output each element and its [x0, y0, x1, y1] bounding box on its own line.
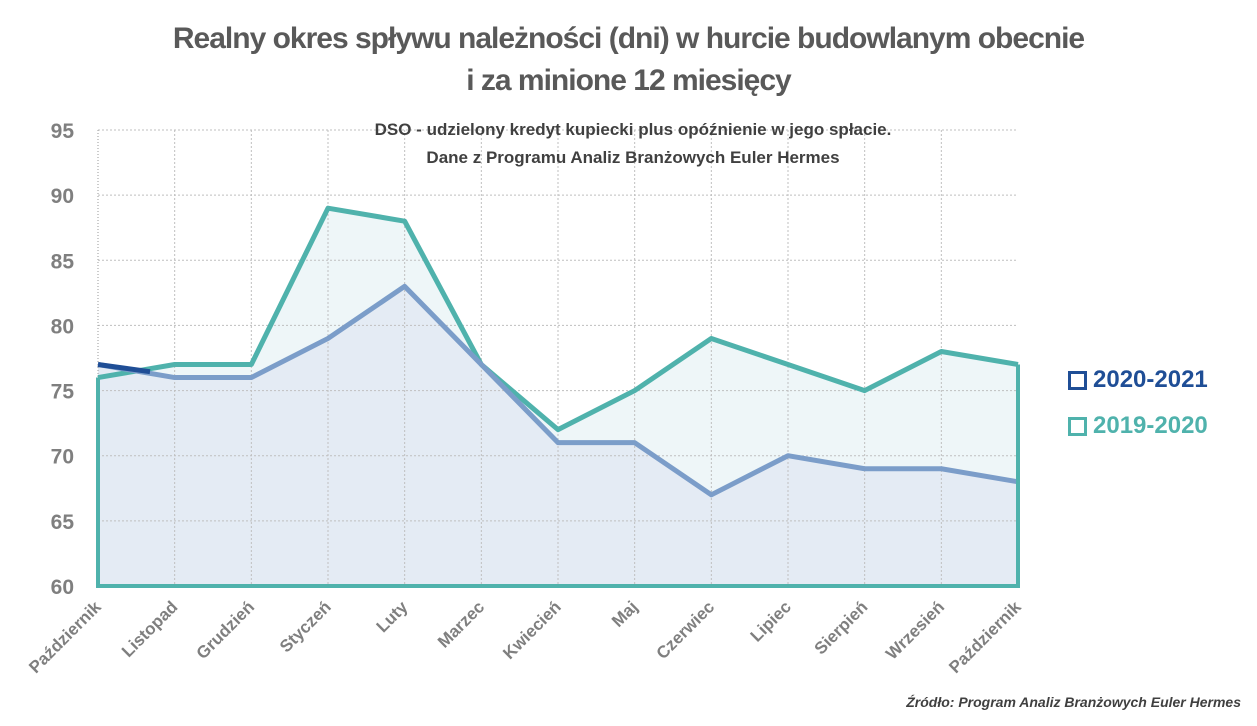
source-note: Źródło: Program Analiz Branżowych Euler …	[906, 694, 1241, 710]
chart-subtitle-line-2: Dane z Programu Analiz Branżowych Euler …	[426, 148, 840, 167]
legend-swatch-2019-2020	[1068, 416, 1087, 436]
y-tick-label-85: 85	[51, 250, 75, 273]
x-tick-label-2: Grudzień	[193, 597, 259, 663]
y-tick-label-95: 95	[51, 120, 75, 143]
area-frame-2019-2020	[96, 364, 1020, 588]
x-tick-label-0: Październik	[25, 597, 105, 677]
x-tick-label-5: Marzec	[434, 597, 488, 651]
x-tick-label-12: Październik	[945, 597, 1025, 677]
x-tick-label-1: Listopad	[118, 597, 182, 661]
x-tick-label-11: Wrzesień	[882, 597, 948, 663]
chart-title-line-2: i za minione 12 miesięcy	[466, 64, 792, 97]
x-tick-label-4: Luty	[373, 597, 412, 636]
y-tick-label-80: 80	[51, 315, 74, 338]
chart-title-line-1: Realny okres spływu należności (dni) w h…	[172, 22, 1085, 55]
legend-label-2019-2020: 2019-2020	[1093, 412, 1208, 439]
y-tick-label-90: 90	[51, 185, 74, 208]
y-tick-label-65: 65	[51, 511, 75, 534]
y-tick-label-75: 75	[51, 381, 75, 404]
y-tick-label-70: 70	[51, 446, 74, 469]
series-start-2020-2021	[97, 362, 151, 375]
legend-swatch-2020-2021	[1068, 370, 1087, 390]
series-line-2019-2020	[97, 205, 1019, 433]
legend-item-2019-2020: 2019-2020	[1068, 412, 1208, 440]
legend-item-2020-2021: 2020-2021	[1068, 366, 1208, 394]
x-tick-label-6: Kwiecień	[499, 597, 565, 663]
x-tick-label-8: Czerwiec	[653, 597, 719, 663]
x-tick-label-3: Styczeń	[276, 597, 335, 656]
x-tick-label-7: Maj	[608, 597, 641, 630]
chart-subtitle-line-1: DSO - udzielony kredyt kupiecki plus opó…	[374, 120, 892, 139]
y-tick-label-60: 60	[51, 576, 74, 599]
legend-label-2020-2021: 2020-2021	[1093, 366, 1208, 393]
series-line-2020-2021	[97, 283, 1019, 498]
x-tick-label-10: Sierpień	[811, 597, 872, 658]
x-tick-label-9: Lipiec	[747, 597, 795, 645]
